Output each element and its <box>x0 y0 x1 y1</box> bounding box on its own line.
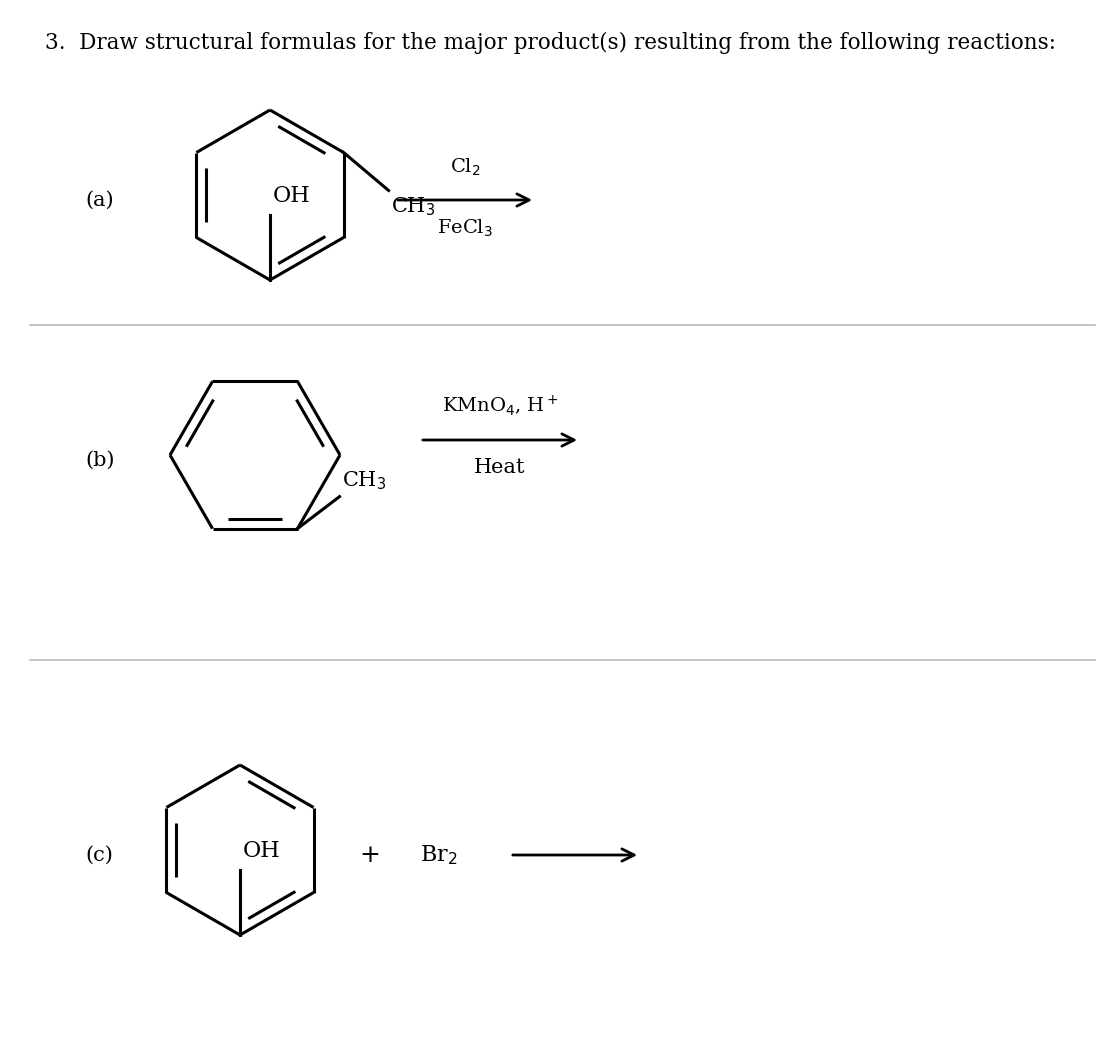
Text: OH: OH <box>273 185 310 207</box>
Text: Cl$_2$: Cl$_2$ <box>450 156 480 178</box>
Text: (a): (a) <box>85 190 113 210</box>
Text: OH: OH <box>243 840 281 862</box>
Text: (c): (c) <box>85 845 113 864</box>
Text: +: + <box>360 843 381 866</box>
Text: CH$_3$: CH$_3$ <box>342 469 386 491</box>
Text: FeCl$_3$: FeCl$_3$ <box>437 218 493 239</box>
Text: 3.  Draw structural formulas for the major product(s) resulting from the followi: 3. Draw structural formulas for the majo… <box>45 32 1056 55</box>
Text: (b): (b) <box>85 450 114 469</box>
Text: Heat: Heat <box>474 458 525 477</box>
Text: KMnO$_4$, H$^+$: KMnO$_4$, H$^+$ <box>441 394 559 418</box>
Text: Br$_2$: Br$_2$ <box>420 843 457 867</box>
Text: CH$_3$: CH$_3$ <box>391 195 435 218</box>
